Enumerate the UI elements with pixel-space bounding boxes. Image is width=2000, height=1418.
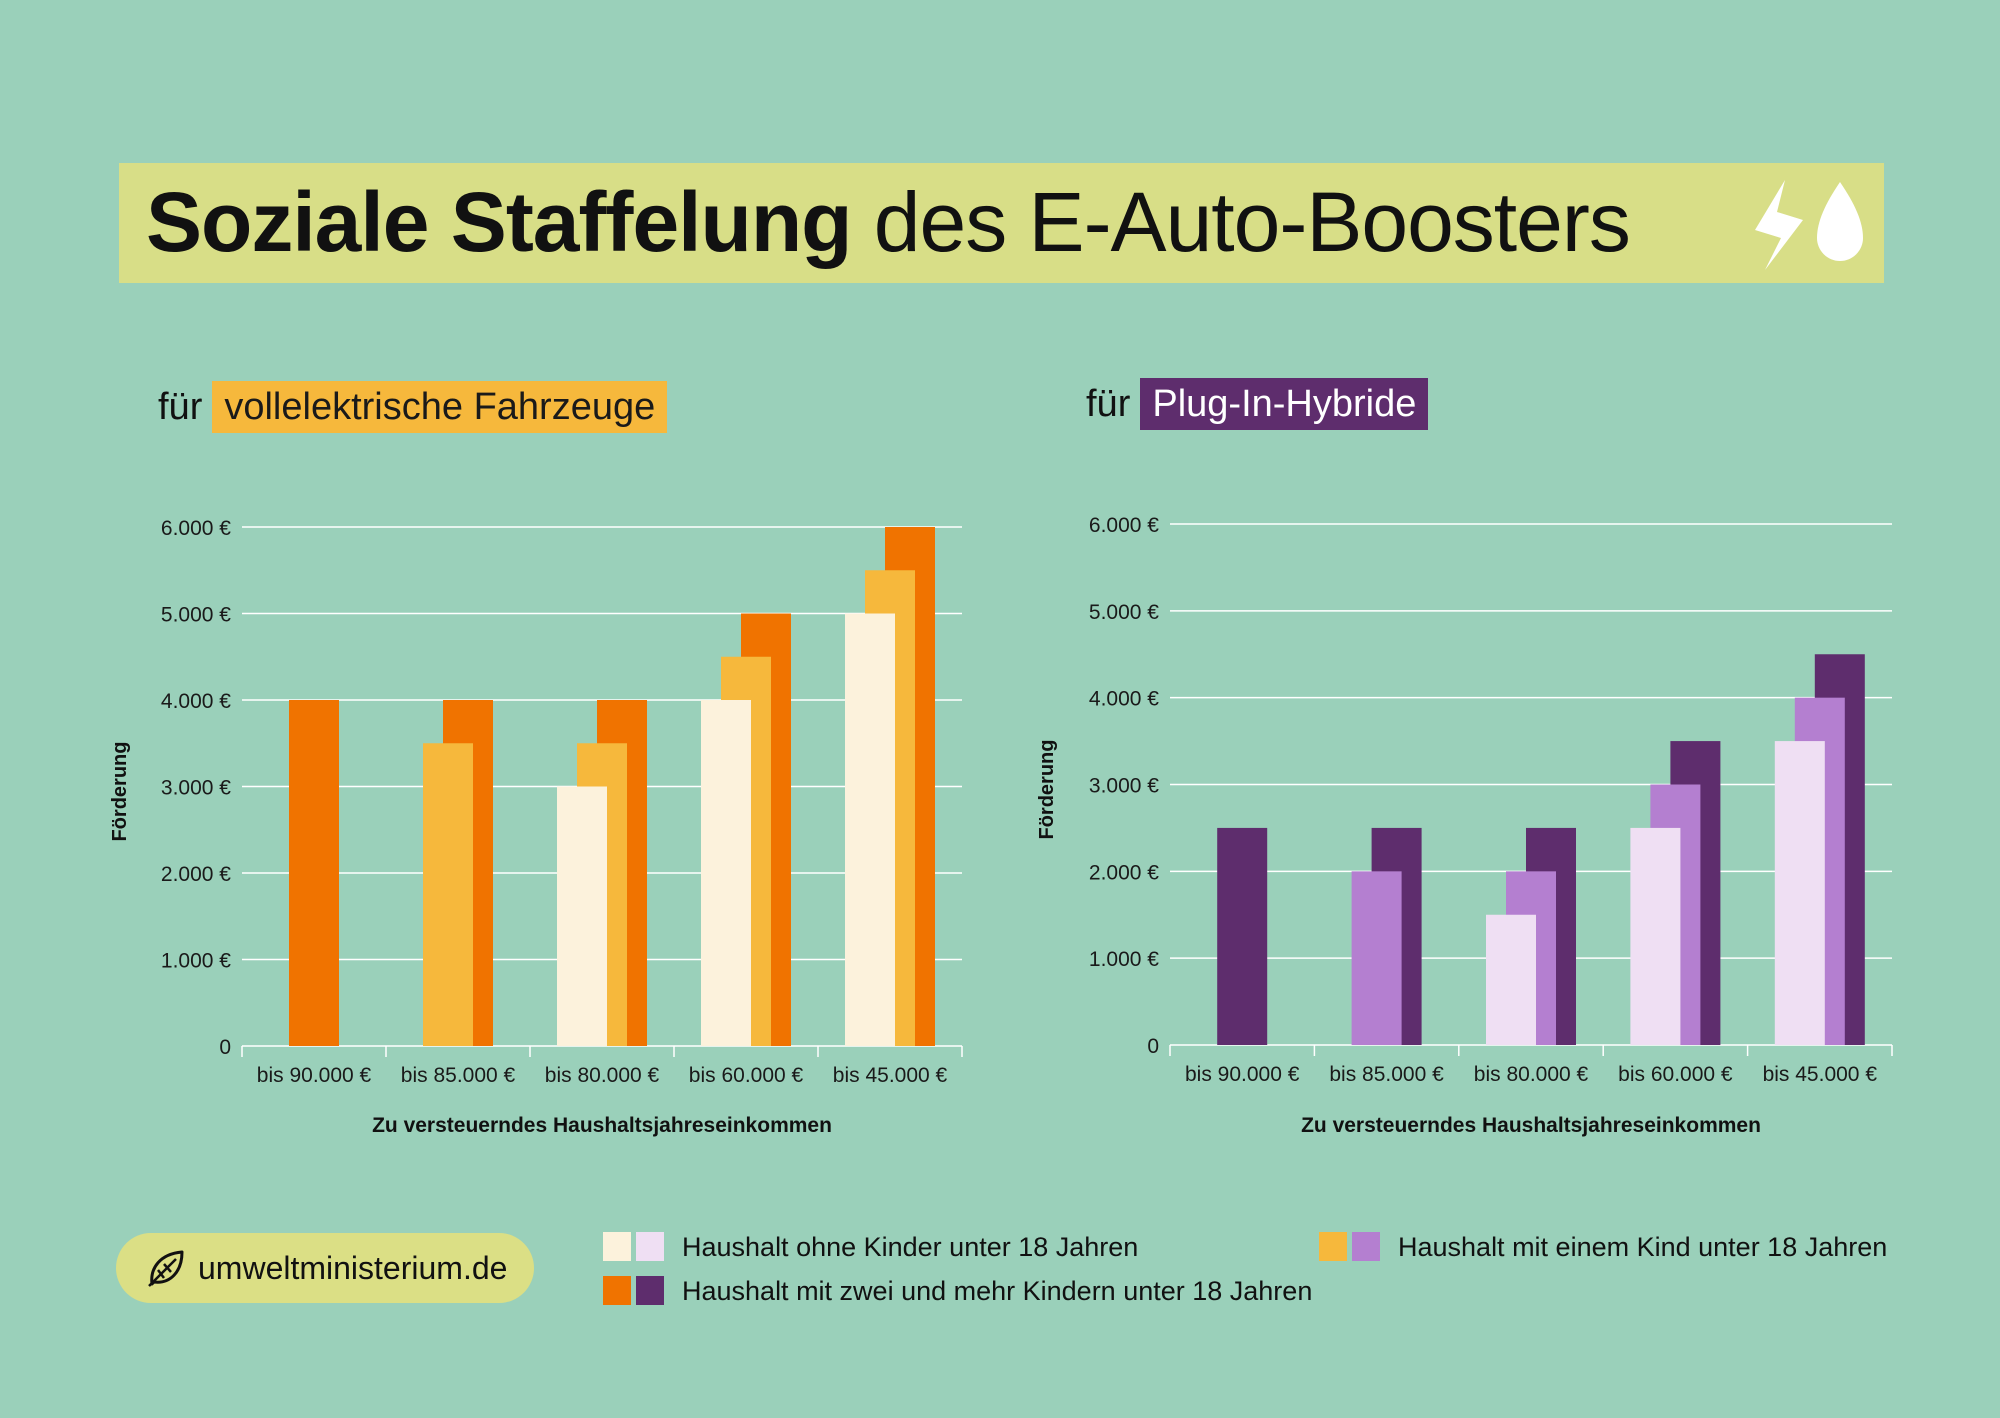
legend-swatch: [636, 1232, 664, 1261]
subtitle-prefix: für: [1086, 383, 1131, 425]
y-tick-label: 4.000 €: [1089, 688, 1159, 711]
x-axis-title: Zu versteuerndes Haushaltsjahreseinkomme…: [1301, 1114, 1761, 1137]
bar: [1217, 827, 1268, 1045]
legend-label: Haushalt mit zwei und mehr Kindern unter…: [682, 1276, 1313, 1306]
y-tick-label: 3.000 €: [1089, 775, 1159, 798]
y-tick-label: 1.000 €: [1089, 948, 1159, 971]
y-tick-label: 6.000 €: [1089, 514, 1159, 537]
y-tick-label: 0: [1147, 1035, 1159, 1058]
legend-swatch: [636, 1276, 664, 1305]
y-axis-title: Förderung: [109, 742, 131, 842]
bar: [701, 700, 751, 1046]
legend-swatch: [603, 1232, 631, 1261]
title-banner: [119, 163, 1884, 283]
website-text[interactable]: umweltministerium.de: [198, 1250, 508, 1286]
x-axis-title: Zu versteuerndes Haushaltsjahreseinkomme…: [372, 1114, 832, 1137]
subtitle-highlight: vollelektrische Fahrzeuge: [212, 381, 668, 433]
subtitle-phev: für Plug-In-Hybride: [1086, 378, 1429, 430]
x-tick-label: bis 85.000 €: [401, 1064, 516, 1087]
x-tick-label: bis 90.000 €: [1185, 1063, 1300, 1086]
y-tick-label: 1.000 €: [161, 950, 231, 973]
bar: [423, 743, 473, 1046]
x-tick-label: bis 85.000 €: [1329, 1063, 1444, 1086]
bar: [1774, 741, 1825, 1045]
y-tick-label: 2.000 €: [161, 863, 231, 886]
legend-label: Haushalt ohne Kinder unter 18 Jahren: [682, 1232, 1139, 1262]
legend-swatch: [1319, 1232, 1347, 1261]
page-title: Soziale Staffelung des E-Auto-Boosters: [146, 172, 1631, 272]
bar: [1630, 827, 1681, 1045]
y-tick-label: 0: [219, 1036, 231, 1059]
x-tick-label: bis 80.000 €: [545, 1064, 660, 1087]
x-tick-label: bis 60.000 €: [1618, 1063, 1733, 1086]
y-tick-label: 5.000 €: [161, 604, 231, 627]
y-tick-label: 4.000 €: [161, 690, 231, 713]
title-icons: [1755, 180, 1863, 270]
y-tick-label: 3.000 €: [161, 777, 231, 800]
legend-swatch: [1352, 1232, 1380, 1261]
y-tick-label: 6.000 €: [161, 517, 231, 540]
x-tick-label: bis 60.000 €: [689, 1064, 804, 1087]
leaf-icon: [148, 1250, 184, 1287]
drop-icon: [1817, 182, 1863, 261]
bar: [845, 613, 895, 1046]
bar: [289, 700, 339, 1046]
bar: [1486, 914, 1536, 1045]
y-tick-label: 2.000 €: [1089, 861, 1159, 884]
x-tick-label: bis 45.000 €: [1763, 1063, 1878, 1086]
title-regular: des E-Auto-Boosters: [873, 175, 1631, 269]
y-axis-title: Förderung: [1036, 740, 1058, 840]
title-bold: Soziale Staffelung: [146, 175, 852, 269]
x-tick-label: bis 90.000 €: [257, 1064, 372, 1087]
subtitle-prefix: für: [158, 386, 203, 428]
legend-label: Haushalt mit einem Kind unter 18 Jahren: [1398, 1232, 1888, 1262]
legend-swatch: [603, 1276, 631, 1305]
lightning-icon: [1755, 180, 1803, 270]
subtitle-highlight: Plug-In-Hybride: [1140, 378, 1429, 430]
bar: [1351, 871, 1402, 1045]
website-badge[interactable]: umweltministerium.de: [116, 1233, 534, 1303]
y-tick-label: 5.000 €: [1089, 601, 1159, 624]
subtitle-bev: für vollelektrische Fahrzeuge: [158, 381, 668, 433]
bar: [557, 786, 607, 1046]
x-tick-label: bis 45.000 €: [833, 1064, 948, 1087]
x-tick-label: bis 80.000 €: [1474, 1063, 1589, 1086]
